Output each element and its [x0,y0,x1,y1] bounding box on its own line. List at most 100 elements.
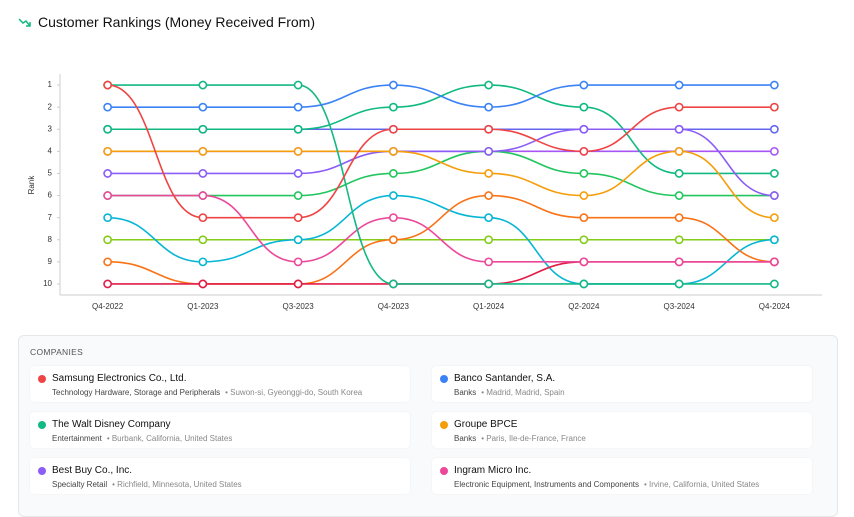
series-line [107,84,775,285]
series-line [107,84,775,108]
point [388,146,398,156]
trend-icon [18,18,31,27]
point [293,124,303,134]
company-color-dot [38,421,46,429]
point [674,213,684,223]
point [484,80,494,90]
point [769,102,779,112]
point [579,279,589,289]
series-line [107,261,775,285]
point [103,169,113,178]
company-name: Best Buy Co., Inc. [52,465,133,476]
point [484,146,494,156]
company-color-dot [440,375,448,383]
y-tick-label: 3 [48,124,53,133]
point [674,102,684,112]
company-details: Specialty Retail Richfield, Minnesota, Un… [52,480,242,489]
point [293,169,303,178]
company-color-dot [38,467,46,475]
company-card: The Walt Disney Company Entertainment Burb… [30,412,410,448]
y-tick-label: 8 [48,235,53,244]
point [769,213,779,223]
x-tick-label: Q3-2023 [283,302,315,311]
point [769,279,779,289]
company-color-dot [38,375,46,383]
point [293,102,303,112]
point [388,191,398,200]
point [103,279,113,289]
point [293,146,303,156]
point [293,213,303,223]
point [769,191,779,200]
point [388,169,398,178]
point [579,213,589,223]
point [769,124,779,134]
point [674,279,684,289]
chart-title: Customer Rankings (Money Received From) [38,14,315,30]
point [579,124,589,134]
x-tick-label: Q1-2024 [473,302,505,311]
point [674,257,684,267]
company-name: Banco Santander, S.A. [454,373,556,384]
point [293,235,303,245]
point [293,80,303,90]
company-location: Paris, Ile-de-France, France [481,434,586,443]
x-tick-label: Q1-2023 [187,302,219,311]
point [484,213,494,223]
point [579,191,589,200]
point [388,235,398,245]
x-tick-label: Q4-2022 [92,302,124,311]
point [484,169,494,178]
company-name: The Walt Disney Company [52,419,171,430]
company-color-dot [440,421,448,429]
series-line [107,84,775,219]
point [484,102,494,112]
company-location: Burbank, California, United States [107,434,233,443]
company-card: Samsung Electronics Co., Ltd. Technology … [30,366,410,402]
companies-panel: COMPANIES Samsung Electronics Co., Ltd. T… [18,335,838,517]
point [674,191,684,200]
company-details: Technology Hardware, Storage and Periphe… [52,388,362,397]
point [103,235,113,245]
chart: Rank 1 2 3 4 5 6 7 8 9 10 Q4-2022 Q1-2023 Q3-2023 Q4-… [27,74,822,311]
point [388,102,398,112]
point [103,80,113,90]
point [769,257,779,267]
point [579,235,589,245]
point [579,169,589,178]
y-tick-label: 7 [48,213,53,222]
y-tick-label: 1 [48,80,53,89]
company-card: Ingram Micro Inc. Electronic Equipment, I… [432,458,812,494]
point [293,279,303,289]
company-industry: Specialty Retail [52,480,108,489]
company-name: Ingram Micro Inc. [454,465,532,476]
point [198,124,208,134]
point [198,102,208,112]
header: Customer Rankings (Money Received From) [18,14,315,30]
company-card: Banco Santander, S.A. Banks Madrid, Madrid… [432,366,812,402]
point [484,257,494,267]
point [198,257,208,267]
point [769,235,779,245]
company-card: Best Buy Co., Inc. Specialty Retail Richfi… [30,458,410,494]
company-details: Entertainment Burbank, California, United… [52,434,232,443]
point [388,213,398,223]
point [674,124,684,134]
y-tick-label: 4 [48,146,53,155]
point [198,235,208,245]
company-location: Madrid, Madrid, Spain [481,388,564,397]
point [198,80,208,90]
point [198,191,208,200]
point [293,257,303,267]
series-line [107,194,775,263]
y-tick-label: 5 [48,169,53,178]
company-industry: Entertainment [52,434,102,443]
series-line [107,150,775,219]
point [769,146,779,156]
point [388,279,398,289]
point [103,124,113,134]
point [198,169,208,178]
point [388,124,398,134]
point [579,257,589,267]
y-tick-label: 10 [43,279,52,288]
